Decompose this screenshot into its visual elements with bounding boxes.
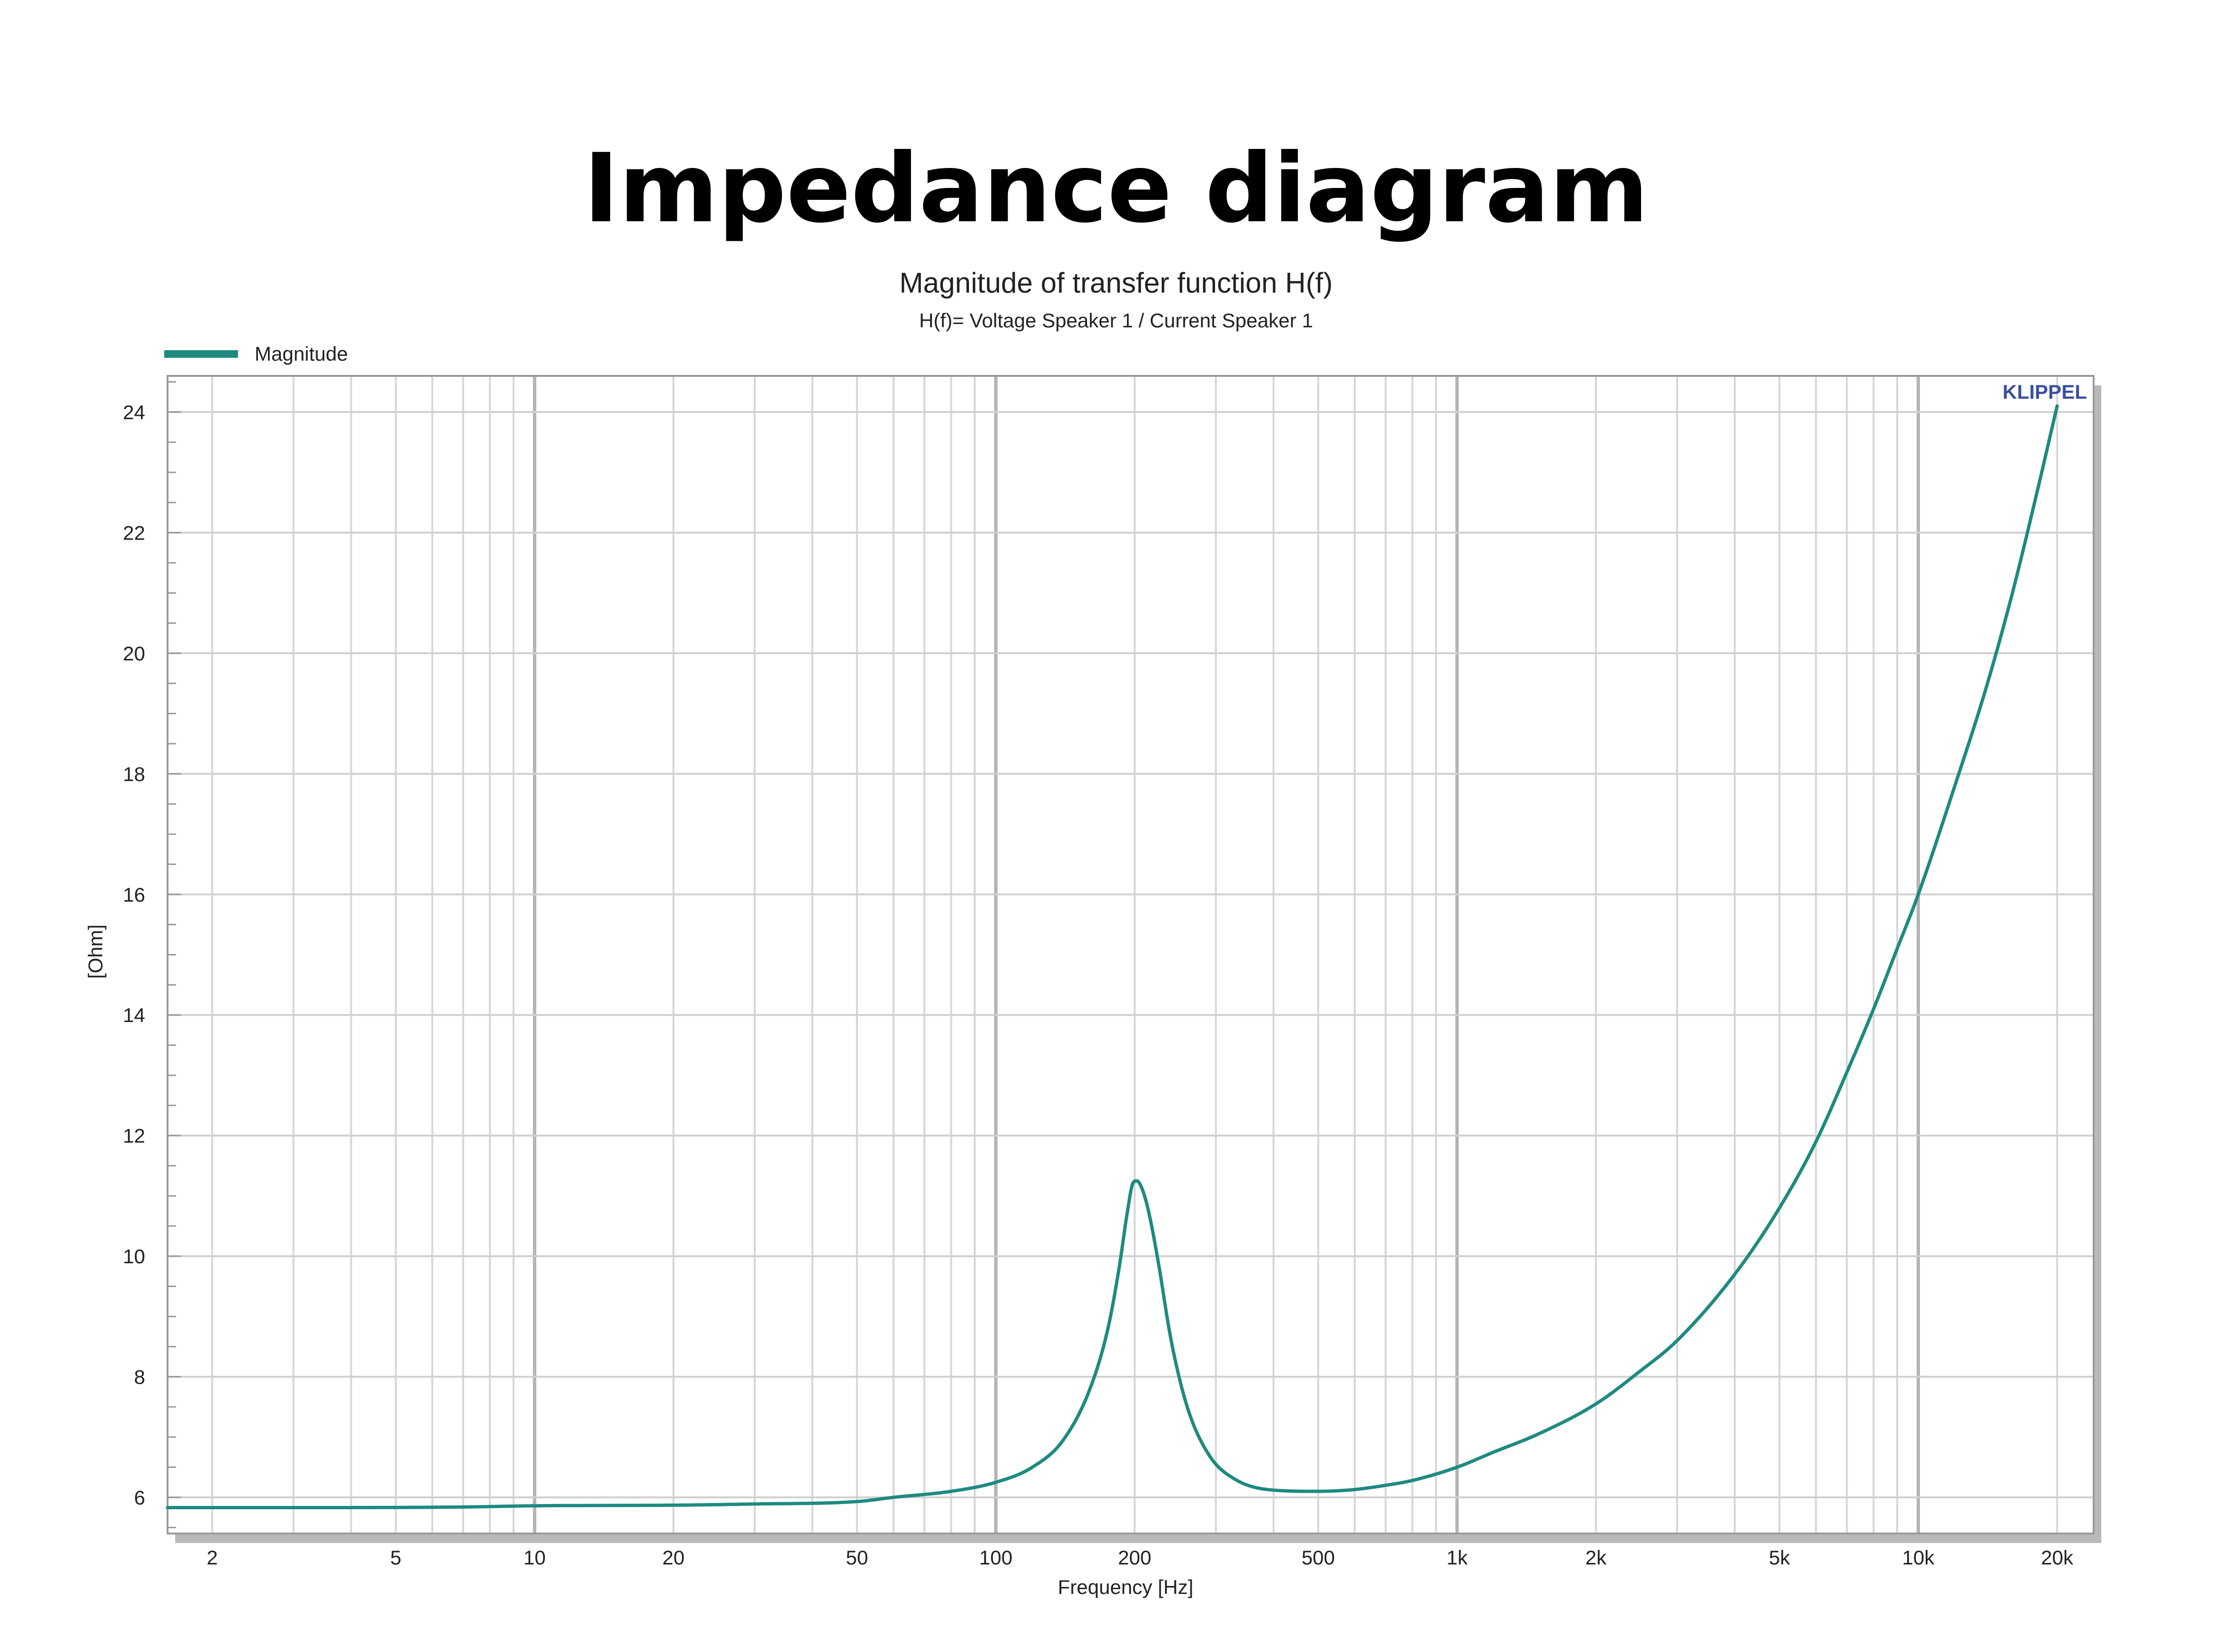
x-tick-label: 1k [1446,1546,1468,1569]
x-tick-label: 5 [390,1546,401,1569]
y-tick-label: 12 [123,1125,145,1147]
grid [167,375,2095,1534]
y-tick-label: 18 [123,763,145,785]
y-tick-label: 10 [123,1245,145,1268]
y-tick-label: 22 [123,521,145,544]
x-tick-label: 2 [207,1546,218,1569]
x-tick-label: 2k [1585,1546,1607,1569]
x-tick-label: 10 [524,1546,546,1569]
y-tick-label: 6 [134,1486,145,1509]
chart-subtitle: H(f)= Voltage Speaker 1 / Current Speake… [919,309,1313,332]
x-tick-label: 20k [2041,1546,2074,1569]
chart-title: Magnitude of transfer function H(f) [900,267,1333,299]
series-line-magnitude [166,404,2059,1509]
x-axis-label: Frequency [Hz] [1058,1576,1194,1598]
x-tick-labels: 2 5 10 20 50 100 200 500 1k 2k 5k 10k 20k [207,1546,2074,1569]
x-tick-label: 20 [663,1546,685,1569]
plot-area: KLIPPEL [166,375,2101,1543]
x-tick-label: 10k [1902,1546,1935,1569]
y-tick-label: 16 [123,884,145,906]
brand-label: KLIPPEL [2003,381,2087,403]
y-tick-label: 14 [123,1004,145,1026]
x-tick-label: 50 [846,1546,868,1569]
y-minor-ticks [168,381,181,1528]
x-tick-label: 100 [979,1546,1012,1569]
plot-background [168,376,2094,1534]
y-axis-label: [Ohm] [84,924,107,979]
y-tick-label: 8 [134,1366,145,1388]
legend: Magnitude [164,343,348,365]
y-tick-label: 24 [123,401,145,423]
y-tick-labels: 6 8 10 12 14 16 18 20 22 24 [123,401,145,1509]
y-tick-label: 20 [123,642,145,665]
page-heading: Impedance diagram [583,133,1649,244]
x-tick-label: 5k [1769,1546,1790,1569]
legend-label: Magnitude [255,343,348,365]
x-tick-label: 500 [1302,1546,1335,1569]
x-tick-label: 200 [1118,1546,1151,1569]
